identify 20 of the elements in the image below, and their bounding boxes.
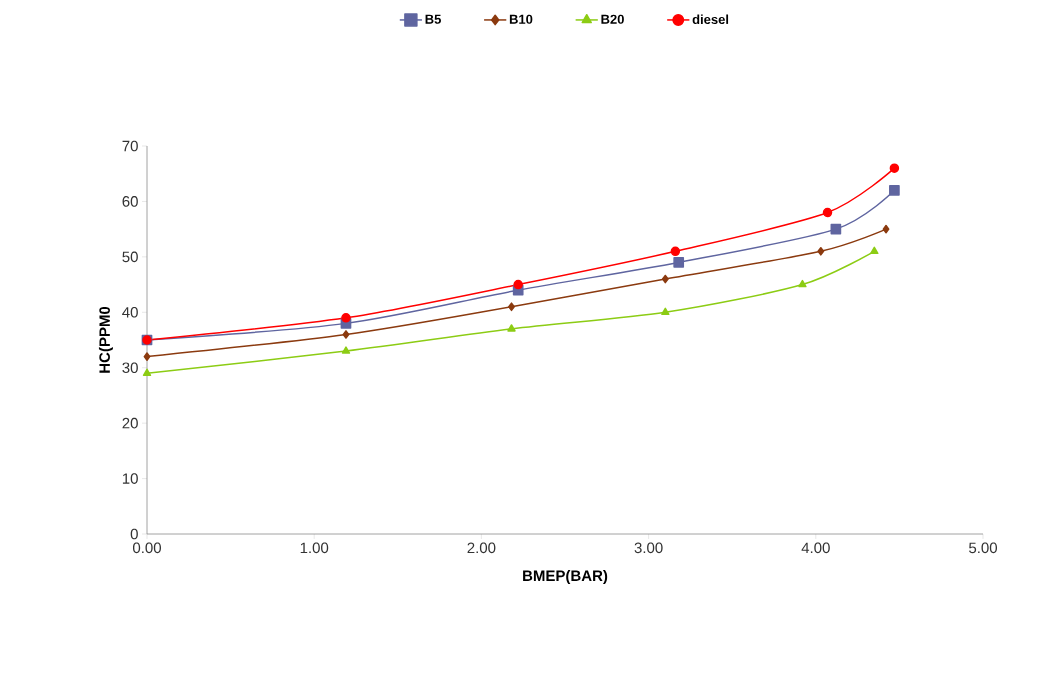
legend-label: B20: [601, 14, 624, 24]
x-tick-label: 1.00: [300, 542, 329, 554]
x-axis-title: BMEP(BAR): [523, 570, 608, 584]
y-tick-label: 10: [122, 473, 138, 484]
x-tick-label: 0.00: [132, 542, 161, 554]
x-tick-label: 3.00: [634, 542, 663, 554]
y-tick-label: 60: [122, 196, 138, 207]
y-tick-label: 70: [122, 140, 138, 152]
legend-label: diesel: [692, 14, 729, 25]
y-tick-label: 30: [122, 362, 138, 374]
legend-label: B10: [509, 14, 533, 24]
x-tick-label: 4.00: [801, 542, 830, 554]
y-tick-label: 20: [122, 417, 138, 429]
x-tick-label: 5.00: [969, 542, 998, 554]
legend-label: B5: [425, 14, 441, 24]
y-tick-label: 0: [130, 528, 138, 540]
y-tick-label: 50: [122, 251, 138, 263]
y-axis-title: HC(PPM0: [98, 306, 113, 373]
x-tick-label: 2.00: [467, 542, 496, 554]
y-tick-label: 40: [122, 306, 138, 318]
